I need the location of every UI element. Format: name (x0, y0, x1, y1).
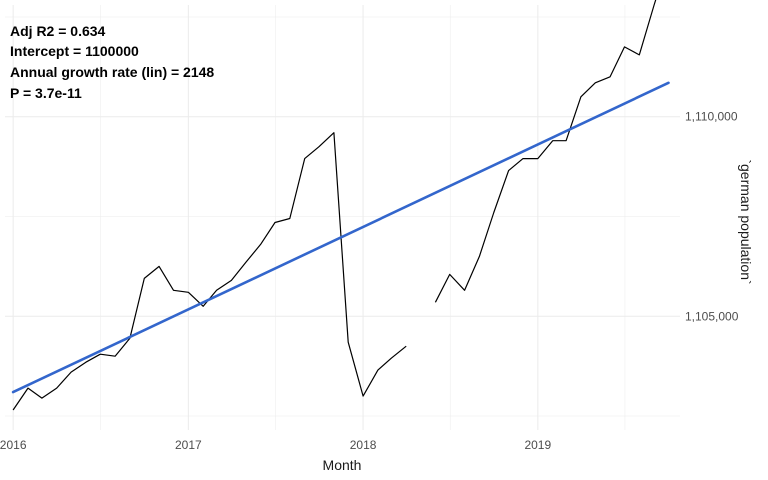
trend-line-series (11, 81, 670, 394)
observed-line-segment (12, 132, 407, 411)
observed-line-segment (434, 0, 657, 303)
y-axis-ticks: 1,105,000 1,110,000 (685, 110, 739, 324)
p-value-text: P = 3.7e-11 (10, 85, 82, 101)
x-tick-label: 2016 (0, 438, 27, 452)
x-axis-title: Month (323, 457, 362, 473)
y-tick-label: 1,110,000 (685, 110, 738, 124)
trend-line (11, 81, 670, 394)
y-axis-title: `german population` (738, 159, 754, 284)
x-tick-label: 2018 (350, 438, 377, 452)
growth-rate-text: Annual growth rate (lin) = 2148 (10, 64, 214, 80)
minor-gridlines (5, 5, 680, 430)
intercept-text: Intercept = 1100000 (10, 43, 139, 59)
major-gridlines (5, 5, 680, 430)
y-tick-label: 1,105,000 (685, 309, 739, 323)
x-tick-label: 2019 (524, 438, 551, 452)
observed-series (12, 0, 657, 411)
regression-stats-annotation: Adj R2 = 0.634 Intercept = 1100000 Annua… (10, 23, 214, 101)
x-axis-ticks: 2016 2017 2018 2019 (0, 438, 551, 452)
x-tick-label: 2017 (175, 438, 202, 452)
adj-r2-text: Adj R2 = 0.634 (10, 23, 106, 39)
